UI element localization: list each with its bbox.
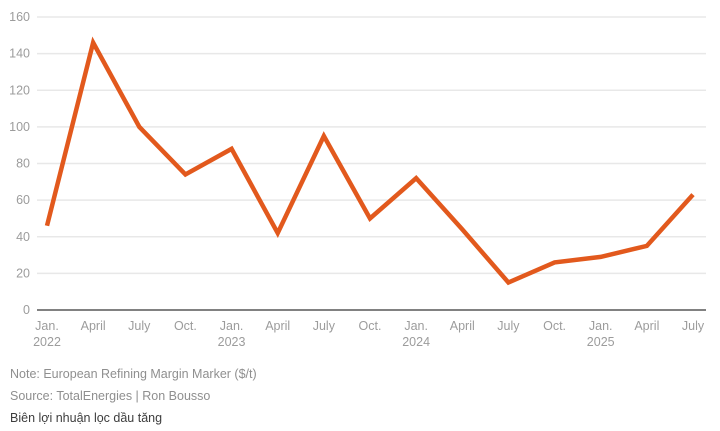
chart-note: Note: European Refining Margin Marker ($… <box>10 367 257 381</box>
chart-caption: Biên lợi nhuận lọc dầu tăng <box>10 411 163 425</box>
x-tick-label: Oct. <box>543 319 566 333</box>
x-tick-label: Jan. <box>404 319 428 333</box>
y-tick-label: 160 <box>9 10 30 24</box>
x-tick-label: Jan. <box>220 319 244 333</box>
chart-footnotes: Note: European Refining Margin Marker ($… <box>0 361 720 425</box>
y-tick-label: 20 <box>16 266 30 280</box>
y-tick-label: 140 <box>9 47 30 61</box>
chart-source: Source: TotalEnergies | Ron Bousso <box>10 389 211 403</box>
line-chart: 0 20 40 60 80 100 120 140 160 Jan. 2022 April July Oc… <box>9 10 706 349</box>
x-year-label: 2022 <box>33 335 61 349</box>
x-tick-label: July <box>682 319 705 333</box>
x-year-label: 2024 <box>402 335 430 349</box>
x-tick-label: April <box>81 319 106 333</box>
x-tick-label: July <box>497 319 520 333</box>
x-tick-label: July <box>128 319 151 333</box>
x-year-label: 2023 <box>218 335 246 349</box>
x-tick-label: July <box>313 319 336 333</box>
x-tick-label: Oct. <box>359 319 382 333</box>
x-tick-label: Jan. <box>589 319 613 333</box>
y-tick-label: 0 <box>23 303 30 317</box>
y-tick-label: 40 <box>16 230 30 244</box>
x-tick-label: April <box>634 319 659 333</box>
y-tick-label: 60 <box>16 193 30 207</box>
x-tick-label: April <box>265 319 290 333</box>
x-year-label: 2025 <box>587 335 615 349</box>
x-tick-label: April <box>450 319 475 333</box>
y-tick-label: 100 <box>9 120 30 134</box>
y-tick-label: 80 <box>16 157 30 171</box>
x-tick-label: Oct. <box>174 319 197 333</box>
margin-line-series <box>44 36 695 286</box>
y-tick-label: 120 <box>9 83 30 97</box>
x-tick-label: Jan. <box>35 319 59 333</box>
